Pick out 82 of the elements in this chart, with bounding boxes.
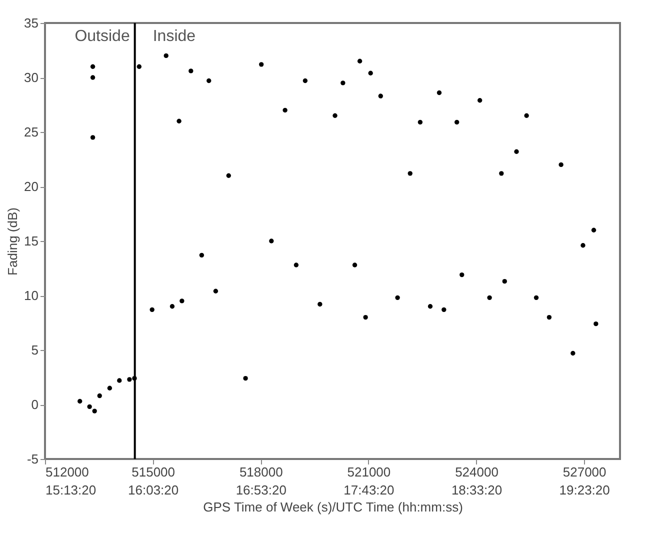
- point: [363, 314, 368, 320]
- point: [368, 70, 373, 76]
- point: [418, 120, 423, 125]
- x2-tick-label: 17:43:20: [344, 482, 394, 498]
- point: [90, 75, 96, 80]
- point: [514, 149, 519, 154]
- x-tick-label: 524000: [455, 464, 498, 480]
- point: [591, 228, 596, 232]
- point: [92, 408, 97, 414]
- point: [170, 304, 175, 309]
- y-tick-label: 25: [24, 124, 38, 140]
- point: [546, 314, 552, 320]
- x-tick-label: 512000: [46, 464, 89, 480]
- point: [395, 295, 400, 300]
- y-tick-label: 15: [24, 234, 38, 248]
- point: [499, 171, 504, 176]
- y-tick-label: -5: [26, 452, 38, 466]
- point: [428, 304, 433, 309]
- point: [150, 307, 154, 312]
- point: [136, 64, 142, 69]
- point: [558, 162, 564, 168]
- y-tick-label: 5: [31, 342, 38, 358]
- point: [243, 376, 248, 381]
- point: [478, 98, 482, 103]
- annotation: Outside: [74, 28, 130, 45]
- point: [340, 80, 346, 86]
- point: [487, 295, 492, 300]
- point: [357, 58, 362, 64]
- annotation: Inside: [152, 28, 196, 45]
- point: [378, 94, 383, 98]
- point: [90, 135, 96, 140]
- point: [269, 238, 274, 244]
- point: [206, 78, 212, 84]
- point: [524, 113, 529, 118]
- point: [408, 171, 412, 176]
- y-axis-title: Fading (dB): [5, 208, 20, 276]
- point: [352, 262, 358, 268]
- point: [580, 243, 586, 248]
- point: [282, 108, 288, 113]
- point: [442, 307, 446, 312]
- point: [213, 288, 218, 294]
- point: [176, 118, 182, 124]
- point: [594, 322, 598, 326]
- point: [180, 298, 184, 304]
- point: [454, 120, 460, 125]
- point: [97, 393, 102, 398]
- y-tick-label: 0: [31, 397, 38, 412]
- point: [318, 302, 322, 307]
- y-tick-label: 30: [24, 70, 38, 85]
- point: [302, 78, 308, 84]
- x-tick-label: 521000: [347, 464, 391, 480]
- x-axis-title: GPS Time of Week (s)/UTC Time (hh:mm:ss): [203, 500, 463, 514]
- point: [534, 295, 539, 300]
- y-tick-label: 35: [24, 16, 38, 30]
- point: [87, 404, 92, 410]
- point: [107, 386, 112, 390]
- point: [259, 62, 264, 67]
- point: [127, 377, 132, 382]
- point: [436, 90, 442, 96]
- y-tick-label: 10: [24, 288, 38, 303]
- y-tick-label: 20: [24, 179, 38, 194]
- point: [117, 378, 122, 383]
- point: [188, 68, 194, 74]
- x2-tick-label: 19:23:20: [559, 482, 610, 498]
- point: [570, 350, 576, 356]
- point: [502, 278, 507, 284]
- point: [78, 398, 82, 404]
- x2-tick-label: 16:03:20: [128, 482, 179, 498]
- point: [199, 252, 204, 258]
- x2-tick-label: 15:13:20: [46, 482, 96, 498]
- x2-tick-label: 16:53:20: [236, 482, 286, 498]
- x-tick-label: 527000: [562, 464, 606, 480]
- point: [332, 113, 338, 118]
- point: [294, 262, 299, 268]
- point: [164, 53, 168, 58]
- point: [460, 272, 464, 278]
- x-tick-label: 518000: [239, 464, 283, 480]
- x2-tick-label: 18:33:20: [451, 482, 502, 498]
- point: [226, 173, 231, 178]
- point: [90, 64, 96, 69]
- point: [132, 376, 137, 381]
- x-tick-label: 515000: [132, 464, 176, 480]
